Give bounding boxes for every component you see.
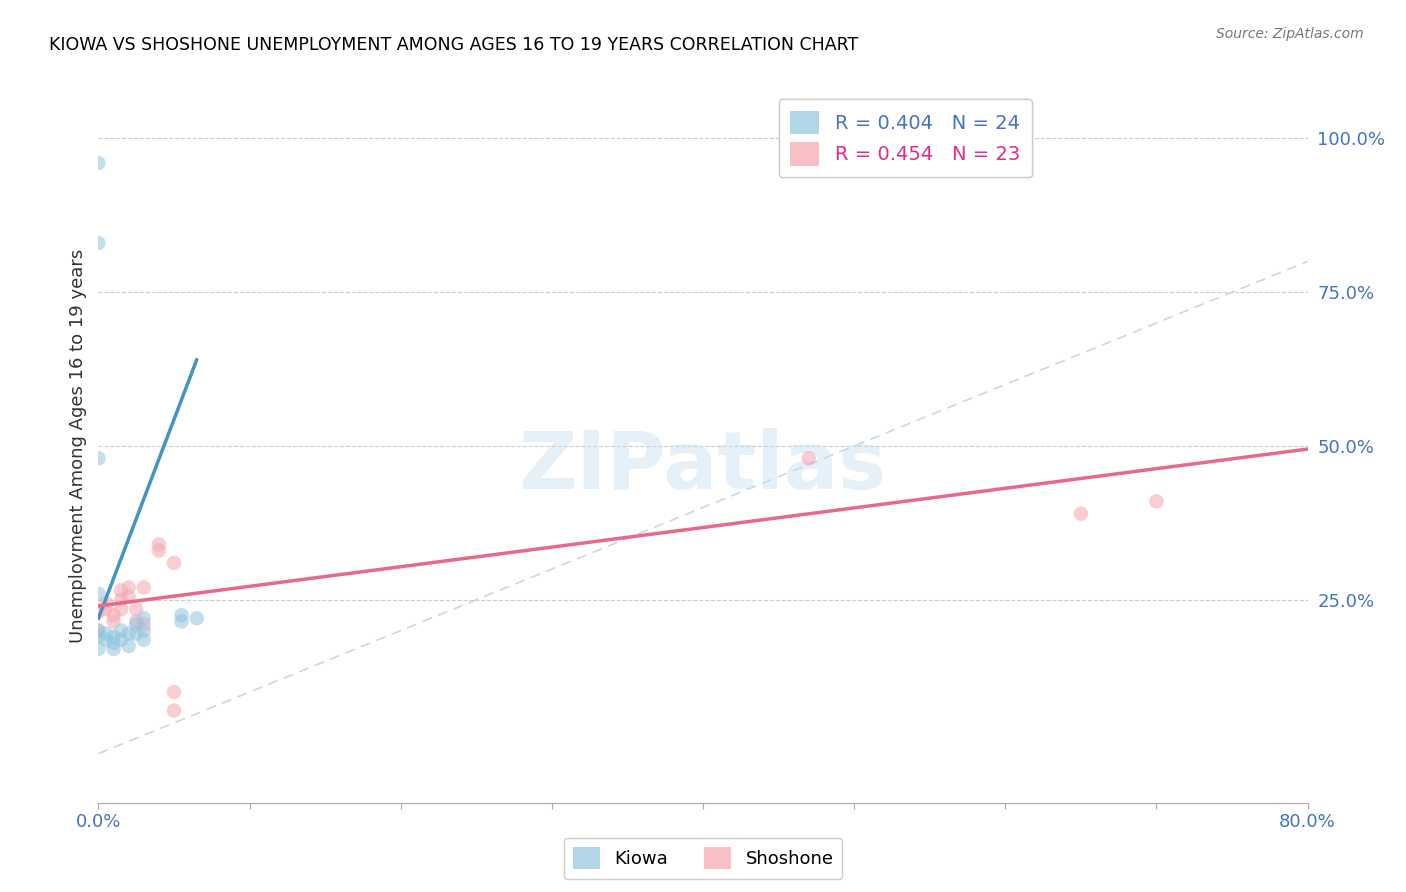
Point [132, 581, 155, 595]
Point [103, 630, 125, 644]
Point [103, 642, 125, 657]
Point [94, 602, 117, 616]
Point [170, 615, 193, 629]
Point [87, 624, 110, 638]
Point [118, 590, 141, 604]
Point [94, 596, 117, 610]
Point [148, 537, 170, 551]
Point [87, 630, 110, 644]
Point [163, 704, 186, 718]
Point [110, 602, 132, 616]
Point [94, 626, 117, 640]
Point [132, 611, 155, 625]
Point [118, 626, 141, 640]
Point [87, 235, 110, 250]
Point [110, 632, 132, 647]
Point [87, 605, 110, 619]
Text: KIOWA VS SHOSHONE UNEMPLOYMENT AMONG AGES 16 TO 19 YEARS CORRELATION CHART: KIOWA VS SHOSHONE UNEMPLOYMENT AMONG AGE… [49, 36, 859, 54]
Point [1144, 494, 1167, 508]
Point [125, 602, 148, 616]
Point [163, 685, 186, 699]
Point [110, 592, 132, 607]
Point [163, 556, 186, 570]
Point [110, 624, 132, 638]
Point [87, 156, 110, 170]
Point [1070, 507, 1092, 521]
Point [125, 626, 148, 640]
Point [103, 615, 125, 629]
Point [132, 624, 155, 638]
Point [110, 583, 132, 598]
Point [103, 608, 125, 623]
Point [94, 632, 117, 647]
Point [87, 587, 110, 601]
Text: Source: ZipAtlas.com: Source: ZipAtlas.com [1216, 27, 1364, 41]
Point [132, 617, 155, 632]
Point [148, 543, 170, 558]
Point [87, 624, 110, 638]
Point [87, 451, 110, 466]
Point [170, 608, 193, 623]
Point [797, 451, 820, 466]
Point [103, 636, 125, 650]
Text: ZIPatlas: ZIPatlas [519, 428, 887, 507]
Y-axis label: Unemployment Among Ages 16 to 19 years: Unemployment Among Ages 16 to 19 years [69, 249, 87, 643]
Point [132, 632, 155, 647]
Legend: Kiowa, Shoshone: Kiowa, Shoshone [564, 838, 842, 879]
Point [118, 639, 141, 653]
Point [186, 611, 208, 625]
Point [125, 615, 148, 629]
Point [125, 617, 148, 632]
Point [87, 642, 110, 657]
Point [118, 581, 141, 595]
Legend: R = 0.404   N = 24, R = 0.454   N = 23: R = 0.404 N = 24, R = 0.454 N = 23 [779, 99, 1032, 178]
